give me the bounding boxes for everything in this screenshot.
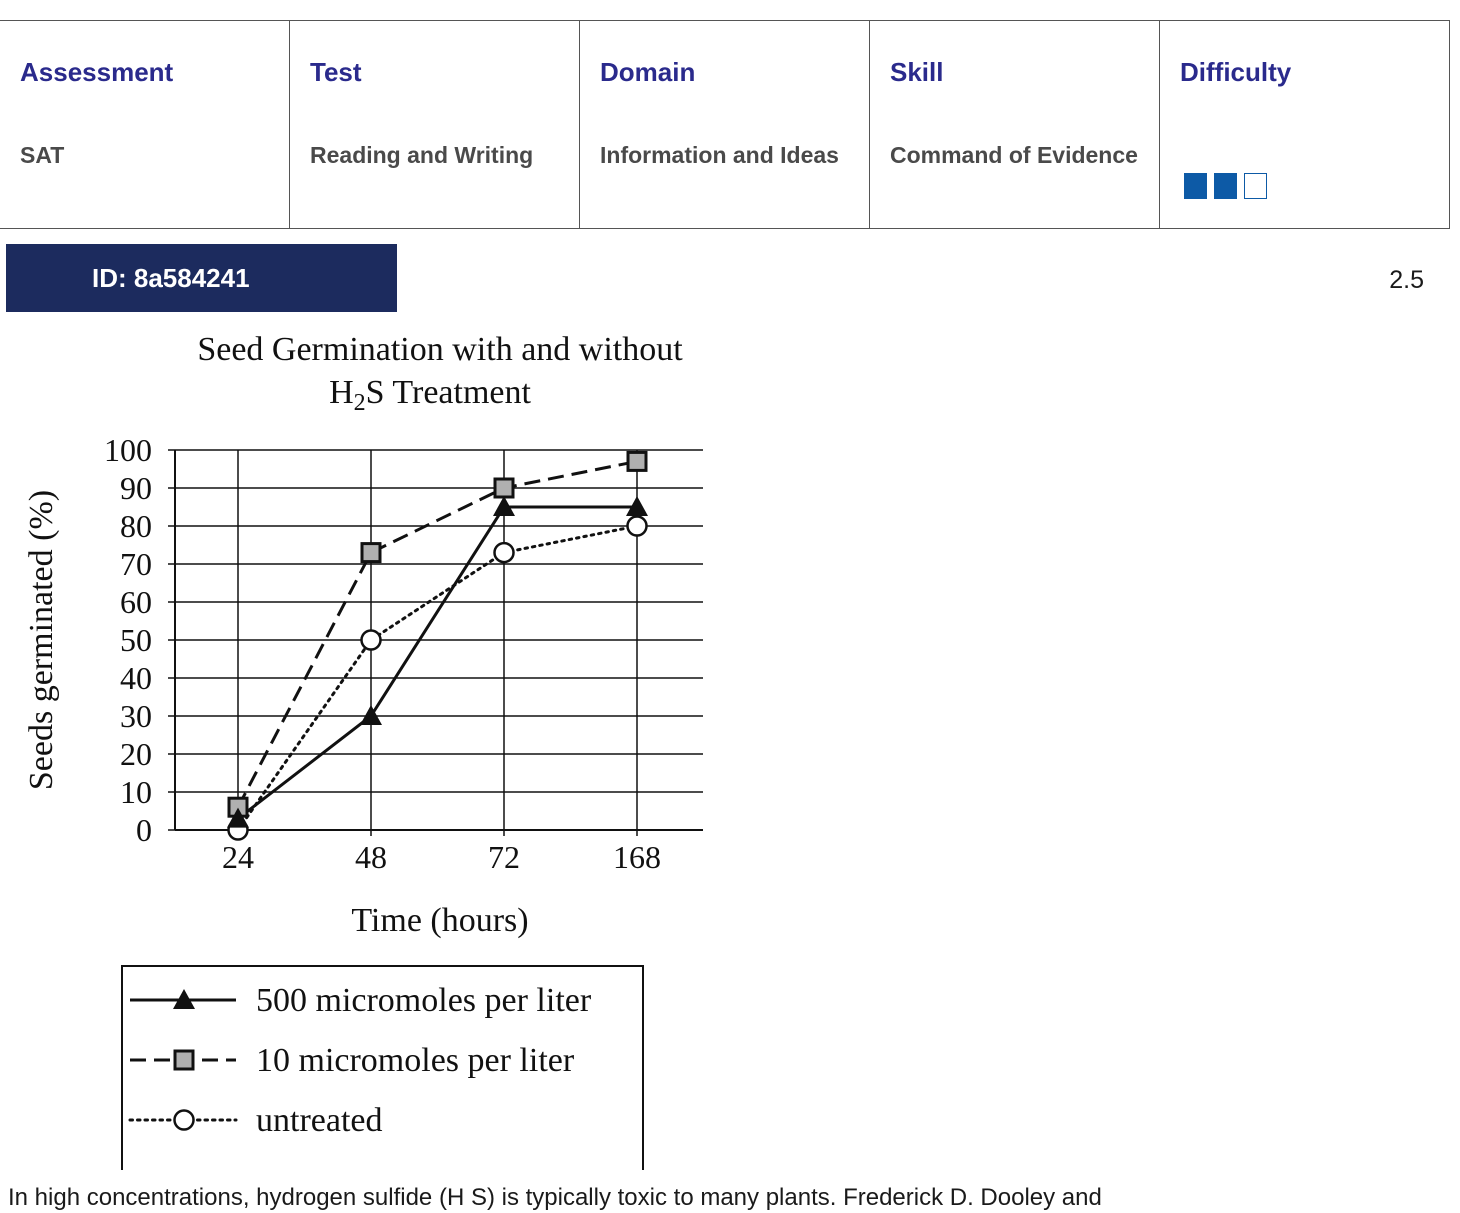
y-tick-label: 100 (104, 432, 152, 468)
x-tick-label: 48 (355, 839, 387, 875)
data-point-square (626, 450, 648, 472)
domain-column: Domain Information and Ideas (579, 21, 869, 228)
question-id-label: ID: 8a584241 (92, 262, 250, 293)
difficulty-block-filled (1184, 173, 1207, 199)
legend-label: 10 micromoles per liter (256, 1042, 575, 1079)
difficulty-heading: Difficulty (1180, 57, 1292, 87)
legend-marker-circle (173, 1109, 195, 1131)
legend-label: 500 micromoles per liter (256, 982, 592, 1019)
legend-marker-triangle (173, 989, 195, 1009)
skill-value: Command of Evidence (890, 142, 1138, 168)
y-tick-label: 90 (120, 470, 152, 506)
chart-title-line1: Seed Germination with and without (197, 331, 683, 368)
data-point-circle (493, 541, 515, 564)
test-heading: Test (310, 57, 362, 87)
x-tick-label: 72 (488, 839, 520, 875)
data-point-circle (626, 515, 648, 537)
domain-heading: Domain (600, 57, 696, 87)
data-point-triangle (493, 496, 515, 516)
assessment-value: SAT (20, 142, 65, 168)
series-line-square (236, 459, 638, 808)
assessment-heading: Assessment (20, 57, 174, 87)
passage-text: In high concentrations, hydrogen sulfide… (8, 1184, 1102, 1211)
y-tick-label: 80 (120, 508, 152, 544)
question-metadata-table: Assessment SAT Test Reading and Writing … (0, 20, 1450, 229)
difficulty-block-filled (1214, 173, 1237, 199)
chart-legend: 500 micromoles per liter 10 micromoles pe… (121, 965, 644, 1170)
data-point-circle (360, 629, 382, 651)
data-point-square (360, 542, 382, 564)
y-tick-label: 70 (120, 546, 152, 582)
y-tick-label: 40 (120, 660, 152, 696)
x-tick-label: 168 (613, 839, 661, 875)
data-point-square (493, 477, 515, 499)
difficulty-column: Difficulty (1159, 21, 1449, 228)
x-tick-label: 24 (222, 839, 254, 875)
domain-value: Information and Ideas (600, 142, 839, 168)
x-axis-label: Time (hours) (351, 902, 528, 939)
skill-heading: Skill (890, 57, 944, 87)
series-line-triangle (237, 505, 637, 820)
y-tick-label: 0 (136, 812, 152, 848)
series-line-circle (236, 524, 639, 832)
data-point-triangle (227, 807, 249, 828)
y-tick-label: 60 (120, 584, 152, 620)
test-value: Reading and Writing (310, 142, 534, 168)
data-point-triangle (360, 705, 382, 725)
germination-line-chart: Seed Germination with and without H2S Tr… (23, 331, 703, 1170)
y-tick-label: 10 (120, 774, 152, 810)
test-column: Test Reading and Writing (289, 21, 579, 228)
y-tick-label: 30 (120, 698, 152, 734)
question-id-banner: ID: 8a584241 (6, 244, 397, 312)
y-tick-label: 20 (120, 736, 152, 772)
difficulty-block-empty (1244, 173, 1267, 199)
question-version: 2.5 (1389, 266, 1424, 294)
data-point-triangle (626, 496, 648, 516)
y-axis-label: Seeds germinated (%) (23, 490, 60, 790)
legend-marker-square (173, 1049, 195, 1071)
chart-title-line2: H2S Treatment (329, 374, 531, 416)
skill-column: Skill Command of Evidence (869, 21, 1159, 228)
difficulty-meter (1184, 173, 1267, 199)
legend-label: untreated (256, 1102, 383, 1139)
assessment-column: Assessment SAT (0, 21, 289, 228)
y-tick-label: 50 (120, 622, 152, 658)
